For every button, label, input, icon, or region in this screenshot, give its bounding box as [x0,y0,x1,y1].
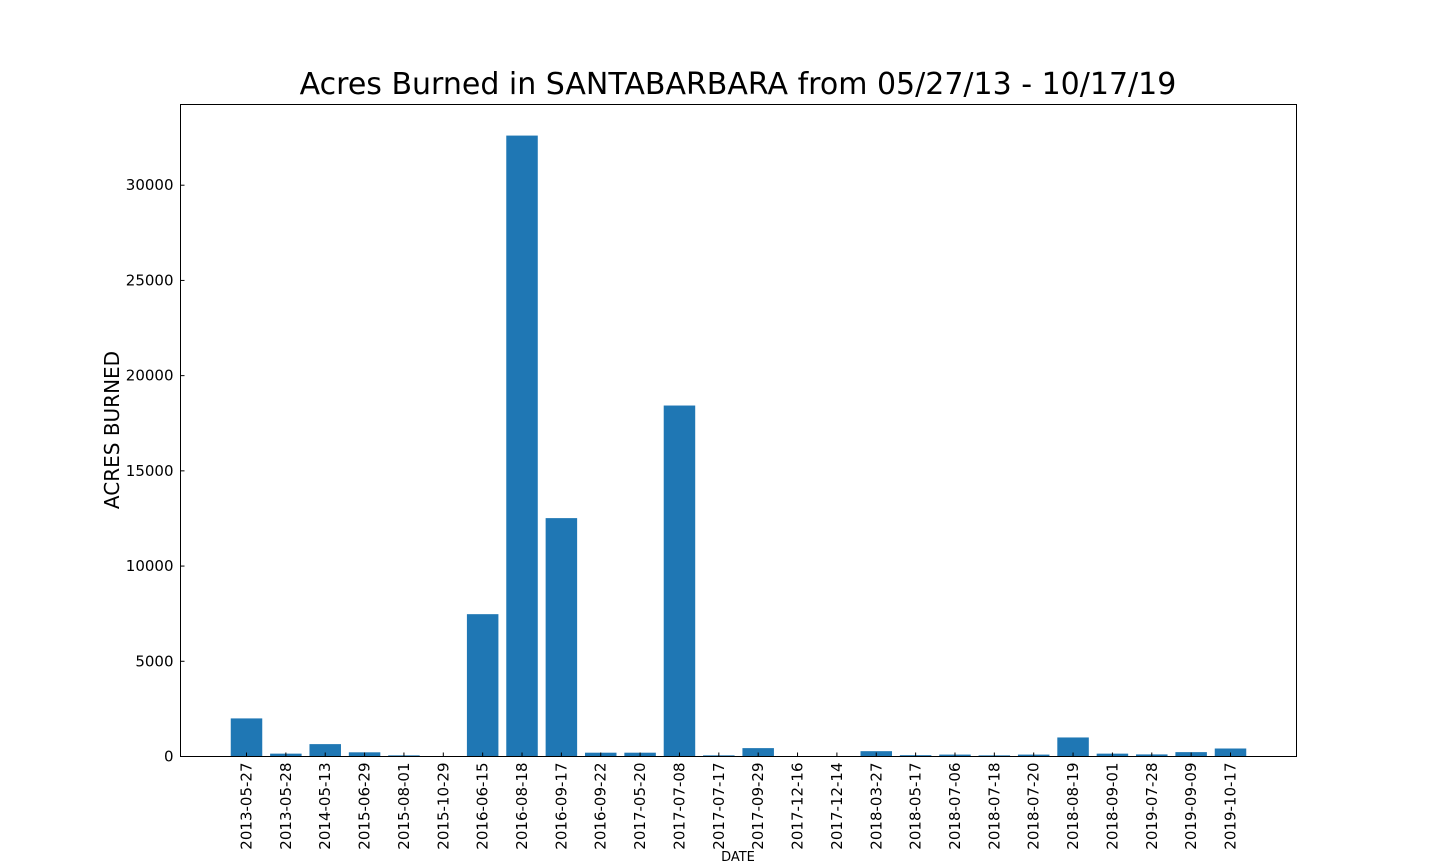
x-axis-ticks: 2013-05-27 2013-05-28 2014-05-13 2015-06-29… [238,752,1240,850]
bar-2014-05-13 [309,744,341,757]
x-tick-label: 2018-08-19 [1064,763,1082,850]
x-tick-label: 2018-07-06 [946,763,964,850]
x-tick-label: 2017-12-16 [789,763,807,850]
x-tick-label: 2015-08-01 [395,763,413,850]
x-tick-label: 2014-05-13 [316,763,334,850]
bars-group [230,135,1247,757]
x-tick-label: 2017-12-14 [828,763,846,850]
x-tick-label: 2016-08-18 [513,763,531,850]
y-tick-label: 30000 [126,176,174,194]
x-tick-label: 2019-10-17 [1222,763,1240,850]
x-tick-label: 2018-05-17 [907,763,925,850]
x-tick-label: 2018-09-01 [1103,763,1121,850]
x-tick-label: 2019-09-09 [1182,763,1200,850]
x-tick-label: 2017-09-29 [749,763,767,850]
bar-2016-09-17 [545,518,578,757]
x-tick-label: 2017-05-20 [631,763,649,850]
x-tick-label: 2018-03-27 [867,763,885,850]
y-tick-label: 15000 [126,462,174,480]
x-tick-label: 2018-07-18 [985,763,1003,850]
x-tick-label: 2013-05-28 [277,763,295,850]
x-tick-label: 2016-09-22 [592,763,610,850]
x-tick-label: 2015-06-29 [356,763,374,850]
y-tick-label: 25000 [126,271,174,289]
y-tick-label: 0 [164,748,174,766]
y-tick-label: 5000 [135,652,173,670]
bar-2017-09-29 [742,748,774,757]
x-tick-label: 2017-07-17 [710,763,728,850]
bar-2017-07-08 [663,405,696,757]
x-tick-label: 2018-07-20 [1025,763,1043,850]
y-axis-ticks: 0 5000 10000 15000 20000 25000 30000 [126,176,185,766]
chart-title: Acres Burned in SANTABARBARA from 05/27/… [300,67,1177,102]
x-tick-label: 2016-06-15 [474,763,492,850]
bar-2016-06-15 [466,614,499,757]
x-tick-label: 2013-05-27 [238,763,256,850]
bar-2013-05-27 [230,718,263,757]
y-tick-label: 10000 [126,557,174,575]
x-axis-label: DATE [721,850,755,864]
y-axis-label: ACRES BURNED [100,351,124,509]
x-tick-label: 2016-09-17 [552,763,570,850]
axes-frame [180,104,1297,757]
y-tick-label: 20000 [126,367,174,385]
x-tick-label: 2017-07-08 [670,763,688,850]
bar-2016-08-18 [506,135,538,757]
x-tick-label: 2019-07-28 [1143,763,1161,850]
x-tick-label: 2015-10-29 [434,763,452,850]
bar-2018-08-19 [1057,737,1089,757]
